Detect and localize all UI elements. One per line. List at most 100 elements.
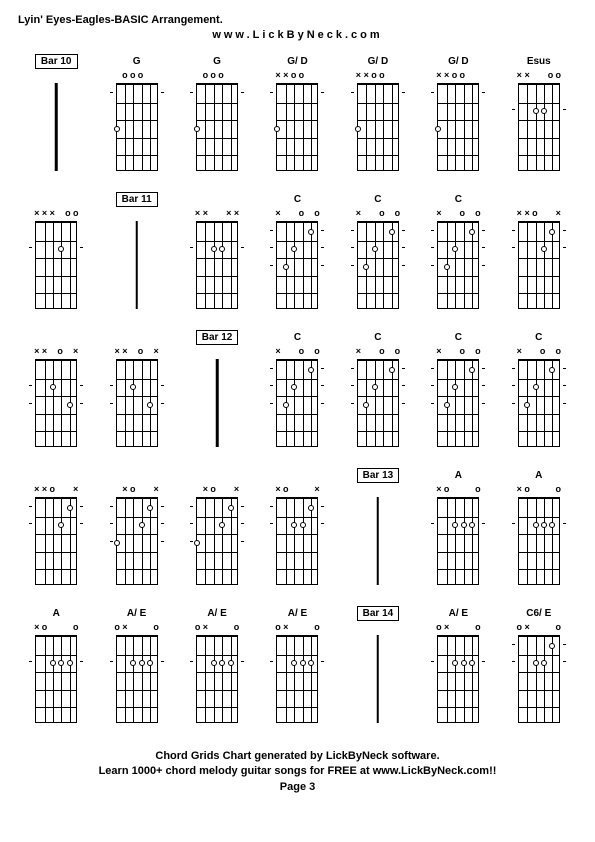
chord-diagram: ××o×	[108, 347, 166, 453]
bar-separator	[349, 485, 407, 591]
bar-separator	[188, 347, 246, 453]
chord-diagram: ××××	[188, 209, 246, 315]
chord-cell: A ×oo	[420, 467, 496, 597]
chord-cell: ××o×	[98, 329, 174, 459]
footer-line-1: Chord Grids Chart generated by LickByNec…	[18, 749, 577, 764]
chord-cell: A/ E o×o	[420, 605, 496, 735]
chord-cell: ××o×	[18, 467, 94, 597]
chord-diagram: ×o×	[188, 485, 246, 591]
chord-cell: G/ D ××oo	[420, 53, 496, 183]
chord-diagram: ×o×	[108, 485, 166, 591]
chord-diagram: ×oo	[349, 347, 407, 453]
chord-diagram: o×o	[510, 623, 568, 729]
chord-label: C	[374, 332, 381, 343]
chord-label: C	[294, 194, 301, 205]
chord-label: A	[455, 470, 462, 481]
chord-diagram: ××oo	[268, 71, 326, 177]
chord-cell: C ×oo	[420, 191, 496, 321]
footer-line-3: Page 3	[18, 780, 577, 795]
chord-diagram: ×oo	[27, 623, 85, 729]
chord-diagram: ××oo	[510, 71, 568, 177]
chord-label: A/ E	[207, 608, 226, 619]
chord-cell: ××o×	[18, 329, 94, 459]
chord-cell: A/ E o×o	[98, 605, 174, 735]
bar-marker-cell: Bar 14	[340, 605, 416, 735]
chord-label: A/ E	[288, 608, 307, 619]
bar-label: Bar 11	[116, 192, 158, 207]
chord-diagram: ooo	[188, 71, 246, 177]
bar-separator	[27, 71, 85, 177]
chord-cell: ××××	[179, 191, 255, 321]
chord-diagram: ×oo	[429, 485, 487, 591]
chord-cell: A/ E o×o	[179, 605, 255, 735]
chord-diagram: o×o	[188, 623, 246, 729]
chord-label: G	[213, 56, 221, 67]
chord-diagram: ××oo	[349, 71, 407, 177]
chord-label: A	[535, 470, 542, 481]
chord-label: G	[133, 56, 141, 67]
chord-cell: ×o×	[179, 467, 255, 597]
chord-diagram: ×oo	[510, 347, 568, 453]
chord-cell: Gooo	[179, 53, 255, 183]
bar-marker-cell: Bar 13	[340, 467, 416, 597]
chord-diagram: ××oo	[429, 71, 487, 177]
chord-cell: C6/ E o×o	[501, 605, 577, 735]
chord-cell: C ×oo	[420, 329, 496, 459]
footer-line-2: Learn 1000+ chord melody guitar songs fo…	[18, 764, 577, 779]
chord-cell: A ×oo	[501, 467, 577, 597]
chord-diagram: ××o×	[510, 209, 568, 315]
chord-cell: C ×oo	[340, 191, 416, 321]
bar-marker-cell: Bar 10	[18, 53, 94, 183]
chord-label: C	[455, 332, 462, 343]
chord-cell: ××o×	[501, 191, 577, 321]
chord-diagram: o×o	[108, 623, 166, 729]
chord-label: C	[294, 332, 301, 343]
chord-cell: G/ D ××oo	[340, 53, 416, 183]
chord-cell: Gooo	[98, 53, 174, 183]
bar-marker-cell: Bar 11	[98, 191, 174, 321]
chord-cell: C ×oo	[259, 329, 335, 459]
bar-label: Bar 13	[357, 468, 400, 483]
bar-label: Bar 12	[196, 330, 239, 345]
chord-diagram: ×oo	[349, 209, 407, 315]
chord-diagram: ××o×	[27, 347, 85, 453]
chord-label: A	[53, 608, 60, 619]
chord-cell: A/ E o×o	[259, 605, 335, 735]
chord-label: C	[455, 194, 462, 205]
bar-label: Bar 10	[35, 54, 78, 69]
chord-grid: Bar 10GoooGoooG/ D××ooG/ D××ooG/ D××ooEs…	[18, 53, 577, 735]
page-title: Lyin' Eyes-Eagles-BASIC Arrangement.	[18, 14, 577, 26]
chord-diagram: ×oo	[429, 209, 487, 315]
chord-cell: C ×oo	[501, 329, 577, 459]
chord-label: A/ E	[449, 608, 468, 619]
chord-cell: A ×oo	[18, 605, 94, 735]
chord-cell: C ×oo	[340, 329, 416, 459]
chord-label: G/ D	[448, 56, 469, 67]
chord-label: G/ D	[368, 56, 389, 67]
chord-cell: ×××oo	[18, 191, 94, 321]
bar-label: Bar 14	[357, 606, 400, 621]
chord-diagram: o×o	[429, 623, 487, 729]
chord-diagram: o×o	[268, 623, 326, 729]
chord-diagram: ×oo	[268, 209, 326, 315]
chord-diagram: ooo	[108, 71, 166, 177]
chord-cell: G/ D××oo	[259, 53, 335, 183]
chord-label: Esus	[527, 56, 551, 67]
chord-label: C6/ E	[526, 608, 551, 619]
chord-label: C	[535, 332, 542, 343]
page-footer: Chord Grids Chart generated by LickByNec…	[18, 749, 577, 795]
bar-separator	[349, 623, 407, 729]
page-subtitle: www.LickByNeck.com	[18, 29, 577, 41]
chord-diagram: ××o×	[27, 485, 85, 591]
chord-diagram: ×oo	[429, 347, 487, 453]
chord-cell: Esus ××oo	[501, 53, 577, 183]
chord-diagram: ×o×	[268, 485, 326, 591]
chord-cell: C ×oo	[259, 191, 335, 321]
chord-diagram: ×××oo	[27, 209, 85, 315]
chord-diagram: ×oo	[268, 347, 326, 453]
chord-diagram: ×oo	[510, 485, 568, 591]
chord-cell: ×o×	[259, 467, 335, 597]
chord-label: C	[374, 194, 381, 205]
chord-label: A/ E	[127, 608, 146, 619]
bar-separator	[108, 209, 166, 315]
